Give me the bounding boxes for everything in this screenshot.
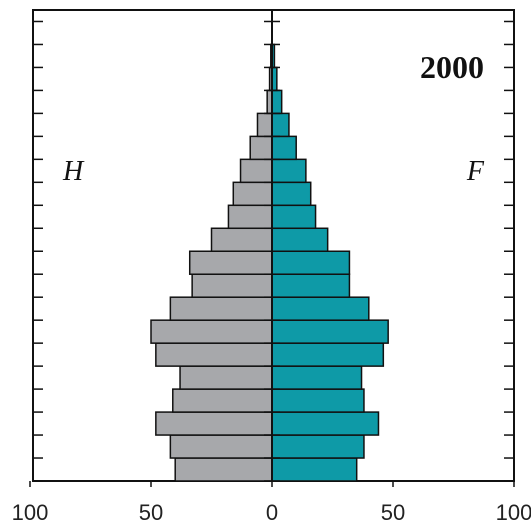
- male-bar: [155, 342, 273, 367]
- male-bar: [249, 135, 273, 161]
- male-bar: [150, 319, 273, 344]
- female-bar: [271, 365, 363, 390]
- x-tick-labels: 100 50 0 50 100: [12, 481, 531, 525]
- x-tick-label: 50: [381, 500, 405, 525]
- male-bar: [256, 112, 273, 138]
- male-bar: [172, 388, 273, 413]
- male-bars: [150, 43, 273, 482]
- female-bar: [271, 250, 351, 275]
- male-bar: [239, 158, 273, 184]
- male-bar: [155, 411, 273, 436]
- female-bar: [271, 319, 389, 344]
- right-label-f: F: [466, 156, 485, 187]
- female-bar: [271, 434, 365, 459]
- male-bar: [191, 273, 273, 298]
- male-bar: [169, 434, 273, 459]
- female-bar: [271, 227, 329, 252]
- male-bar: [227, 204, 273, 230]
- female-bar: [271, 204, 317, 230]
- male-bar: [232, 181, 273, 207]
- female-bar: [271, 181, 312, 207]
- female-bar: [271, 296, 370, 321]
- x-tick-label: 100: [12, 500, 49, 525]
- male-bar: [188, 250, 273, 275]
- age-ticks: [33, 20, 514, 482]
- x-tick-label: 0: [266, 500, 278, 525]
- female-bar: [271, 457, 358, 482]
- left-label-h: H: [62, 156, 85, 187]
- female-bar: [271, 89, 283, 115]
- female-bar: [271, 112, 290, 138]
- female-bars: [271, 43, 389, 482]
- female-bar: [271, 158, 307, 184]
- x-tick-label: 100: [496, 500, 531, 525]
- male-bar: [210, 227, 273, 252]
- male-bar: [179, 365, 273, 390]
- x-tick-label: 50: [139, 500, 163, 525]
- female-bar: [271, 388, 365, 413]
- female-bar: [271, 411, 380, 436]
- female-bar: [271, 135, 297, 161]
- female-bar: [271, 342, 385, 367]
- male-bar: [174, 457, 273, 482]
- female-bar: [271, 273, 351, 298]
- male-bar: [169, 296, 273, 321]
- chart-title: 2000: [420, 49, 484, 85]
